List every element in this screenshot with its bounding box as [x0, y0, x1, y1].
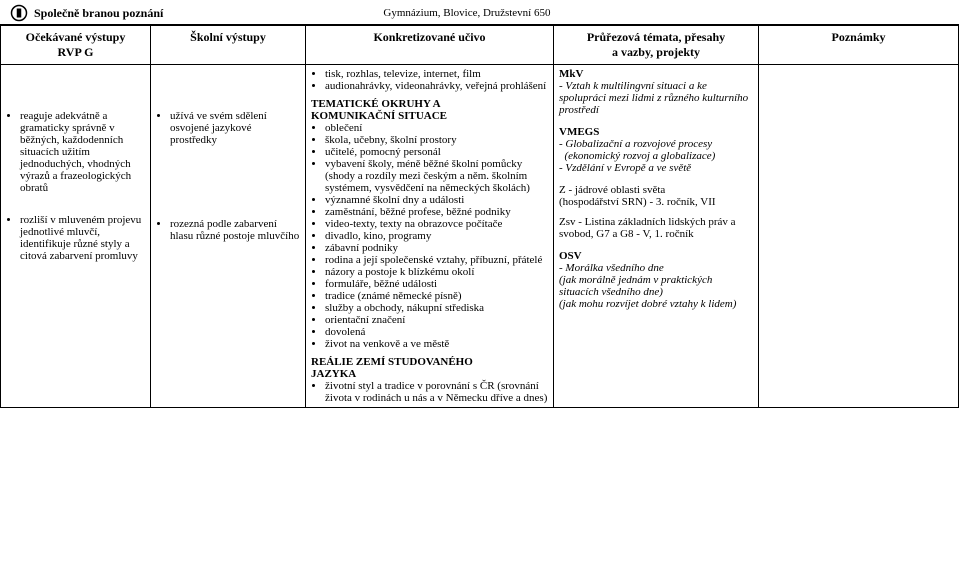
topic-text: (jak mohu rozvíjet dobré vztahy k lidem)	[559, 298, 753, 310]
col-header-expected: Očekávané výstupy RVP G	[1, 26, 151, 65]
list-item: divadlo, kino, programy	[325, 230, 548, 242]
list-item: tisk, rozhlas, televize, internet, film	[325, 68, 548, 80]
list-item: životní styl a tradice v porovnání s ČR …	[325, 380, 548, 404]
topic-text: (jak morálně jednám v praktických situac…	[559, 274, 753, 298]
topic-text: (hospodářství SRN) - 3. ročník, VII	[559, 196, 753, 208]
list-item: orientační značení	[325, 314, 548, 326]
list-item: oblečení	[325, 122, 548, 134]
list-item: učitelé, pomocný personál	[325, 146, 548, 158]
logo-icon	[10, 4, 28, 22]
topic-text: Zsv - Listina základních lidských práv a…	[559, 216, 753, 240]
list-item: dovolená	[325, 326, 548, 338]
list-item: zábavní podniky	[325, 242, 548, 254]
col-header-school: Školní výstupy	[151, 26, 306, 65]
list-item: rozezná podle zabarvení hlasu různé post…	[170, 218, 300, 242]
list-item: vybavení školy, méně běžné školní pomůck…	[325, 158, 548, 194]
list-item: formuláře, běžné události	[325, 278, 548, 290]
list-item: audionahrávky, videonahrávky, veřejná pr…	[325, 80, 548, 92]
cell-expected-outputs: reaguje adekvátně a gramaticky správně v…	[1, 65, 151, 408]
school-name: Gymnázium, Blovice, Družstevní 650	[383, 7, 550, 19]
topic-text: - Globalizační a rozvojové procesy	[559, 138, 753, 150]
col-header-notes: Poznámky	[759, 26, 959, 65]
col-header-cross: Průřezová témata, přesahy a vazby, proje…	[554, 26, 759, 65]
section-heading: TEMATICKÉ OKRUHY A	[311, 98, 548, 110]
list-item: škola, učebny, školní prostory	[325, 134, 548, 146]
col-header-concrete: Konkretizované učivo	[306, 26, 554, 65]
list-item: názory a postoje k blízkému okolí	[325, 266, 548, 278]
page-header: Společně branou poznání Gymnázium, Blovi…	[0, 0, 959, 25]
curriculum-table: Očekávané výstupy RVP G Školní výstupy K…	[0, 25, 959, 408]
brand-title: Společně branou poznání	[34, 6, 163, 21]
topic-text: - Morálka všedního dne	[559, 262, 753, 274]
table-row: reaguje adekvátně a gramaticky správně v…	[1, 65, 959, 408]
col-header-line: a vazby, projekty	[556, 45, 756, 60]
col-header-line: Očekávané výstupy	[3, 30, 148, 45]
section-heading: KOMUNIKAČNÍ SITUACE	[311, 110, 548, 122]
list-item: užívá ve svém sdělení osvojené jazykové …	[170, 110, 300, 146]
list-item: život na venkově a ve městě	[325, 338, 548, 350]
list-item: zaměstnání, běžné profese, běžné podniky	[325, 206, 548, 218]
list-item: rozliší v mluveném projevu jednotlivé ml…	[20, 214, 145, 262]
list-item: služby a obchody, nákupní střediska	[325, 302, 548, 314]
topic-label: VMEGS	[559, 126, 753, 138]
topic-text: - Vzdělání v Evropě a ve světě	[559, 162, 753, 174]
list-item: rodina a její společenské vztahy, příbuz…	[325, 254, 548, 266]
topic-text: Z - jádrové oblasti světa	[559, 184, 753, 196]
cell-school-outputs: užívá ve svém sdělení osvojené jazykové …	[151, 65, 306, 408]
list-item: video-texty, texty na obrazovce počítače	[325, 218, 548, 230]
cell-concrete-content: tisk, rozhlas, televize, internet, film …	[306, 65, 554, 408]
list-item: významné školní dny a události	[325, 194, 548, 206]
col-header-line: Průřezová témata, přesahy	[556, 30, 756, 45]
cell-cross-topics: MkV - Vztah k multilingvní situaci a ke …	[554, 65, 759, 408]
topic-label: OSV	[559, 250, 753, 262]
list-item: reaguje adekvátně a gramaticky správně v…	[20, 110, 145, 194]
topic-text: - Vztah k multilingvní situaci a ke spol…	[559, 80, 753, 116]
section-heading: JAZYKA	[311, 368, 548, 380]
col-header-line: RVP G	[3, 45, 148, 60]
cell-notes	[759, 65, 959, 408]
list-item: tradice (známé německé písně)	[325, 290, 548, 302]
section-heading: REÁLIE ZEMÍ STUDOVANÉHO	[311, 356, 548, 368]
table-header-row: Očekávané výstupy RVP G Školní výstupy K…	[1, 26, 959, 65]
topic-text: (ekonomický rozvoj a globalizace)	[559, 150, 753, 162]
topic-label: MkV	[559, 68, 753, 80]
